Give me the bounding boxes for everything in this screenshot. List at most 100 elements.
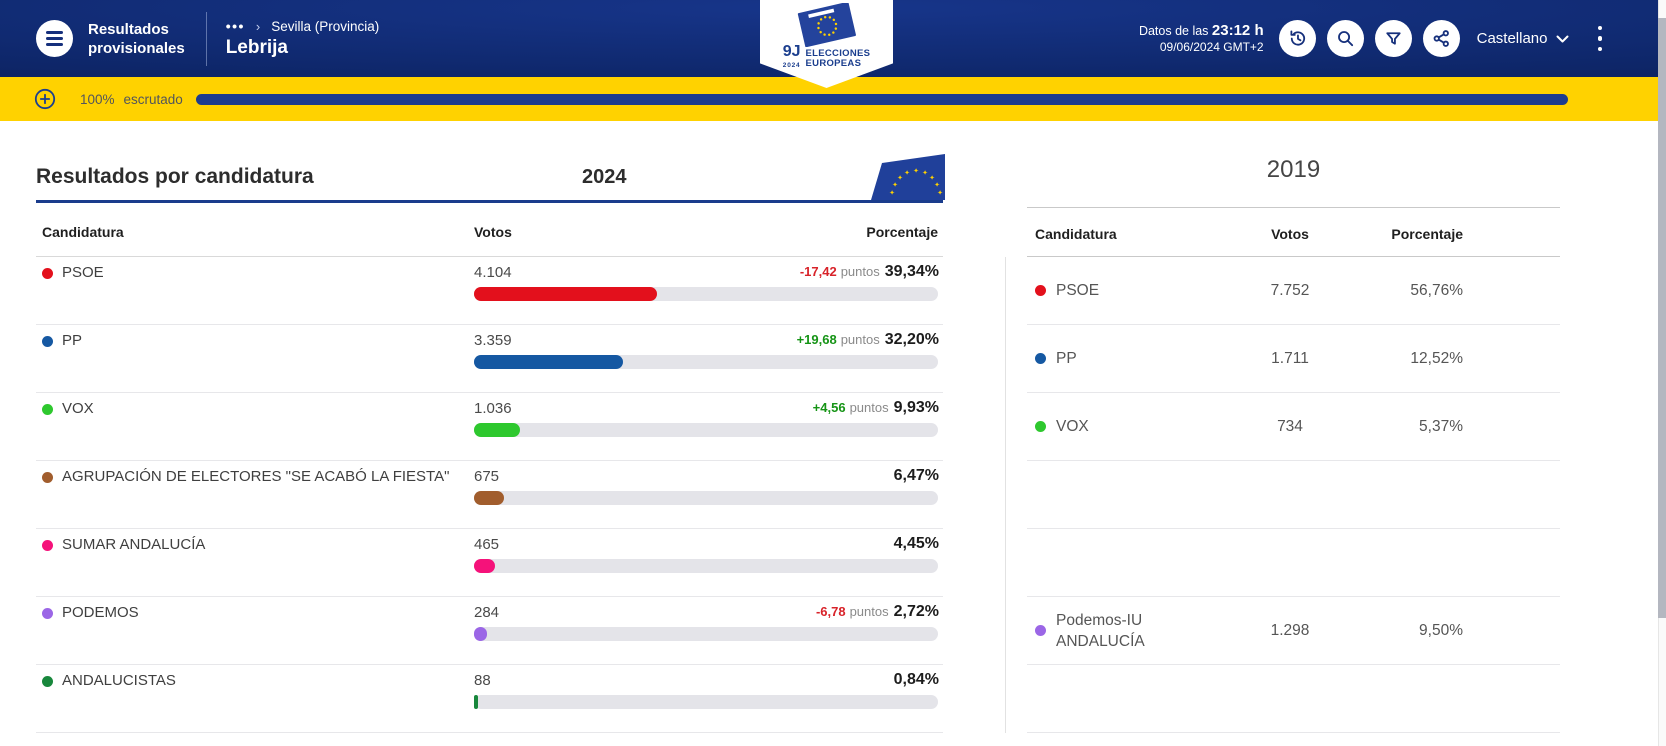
search-icon bbox=[1337, 31, 1353, 47]
delta-points: -6,78 bbox=[815, 604, 846, 619]
party-name: VOX bbox=[62, 400, 94, 417]
percentage-value: 39,34% bbox=[884, 263, 939, 280]
votes-value: 1.711 bbox=[1271, 349, 1309, 367]
vote-share-bar-fill bbox=[474, 627, 487, 641]
votes-value: 284 bbox=[474, 604, 500, 621]
svg-text:✦: ✦ bbox=[904, 169, 910, 177]
puntos-label: puntos bbox=[849, 604, 889, 619]
svg-text:✦: ✦ bbox=[892, 181, 898, 189]
hamburger-menu-button[interactable] bbox=[36, 20, 73, 57]
vote-share-bar bbox=[474, 287, 938, 301]
percentage-value: 6,47% bbox=[893, 467, 939, 484]
share-button[interactable] bbox=[1422, 20, 1460, 57]
votes-value: 88 bbox=[474, 672, 491, 689]
party-color-dot bbox=[42, 540, 53, 551]
page-scrollbar[interactable] bbox=[1658, 0, 1666, 746]
vote-share-bar-fill bbox=[474, 491, 505, 505]
party-name: PP bbox=[1056, 350, 1077, 367]
share-icon bbox=[1433, 30, 1449, 47]
result-row-2024: AGRUPACIÓN DE ELECTORES "SE ACABÓ LA FIE… bbox=[36, 461, 943, 529]
party-name: ANDALUCISTAS bbox=[62, 672, 176, 689]
breadcrumb-more-button[interactable]: ••• bbox=[225, 18, 245, 34]
breadcrumb-parent-link[interactable]: Sevilla (Provincia) bbox=[271, 18, 380, 34]
expand-button[interactable] bbox=[34, 88, 56, 110]
party-color-dot bbox=[42, 268, 53, 279]
party-name: SUMAR ANDALUCÍA bbox=[62, 536, 206, 553]
escrutado-label: escrutado bbox=[123, 91, 183, 107]
vote-share-bar bbox=[474, 695, 938, 709]
percentage-group: +19,68 puntos 32,20% bbox=[797, 331, 939, 349]
escrutado-percent: 100% bbox=[80, 91, 115, 107]
party-color-dot bbox=[42, 404, 53, 415]
vote-share-bar-fill bbox=[474, 287, 657, 301]
puntos-label: puntos bbox=[840, 332, 880, 347]
votes-value: 465 bbox=[474, 536, 500, 553]
puntos-label: puntos bbox=[840, 264, 880, 279]
party-name: PP bbox=[62, 332, 83, 349]
header-right-group: Datos de las 23:12 h 09/06/2024 GMT+2 bbox=[1139, 0, 1606, 77]
percentage-value: 0,84% bbox=[893, 671, 939, 688]
percentage-value: 4,45% bbox=[893, 535, 939, 552]
vote-share-bar bbox=[474, 355, 938, 369]
svg-text:✦: ✦ bbox=[937, 189, 943, 197]
vote-share-bar bbox=[474, 559, 938, 573]
percentage-value: 32,20% bbox=[884, 331, 939, 348]
table-2024-rows: PSOE 4.104 -17,42 puntos 39,34% PP 3.359… bbox=[36, 257, 943, 733]
search-button[interactable] bbox=[1326, 20, 1364, 57]
votes-value: 4.104 bbox=[474, 264, 512, 281]
scrollbar-thumb[interactable] bbox=[1658, 18, 1666, 618]
filter-icon bbox=[1385, 32, 1401, 45]
column-header-party: Candidatura bbox=[42, 224, 124, 240]
plus-icon bbox=[34, 88, 56, 110]
party-name: PSOE bbox=[1056, 282, 1100, 299]
votes-value: 1.036 bbox=[474, 400, 512, 417]
party-name: PSOE bbox=[62, 264, 104, 281]
data-time: 23:12 h bbox=[1211, 21, 1264, 39]
column-header-pct: Porcentaje bbox=[1391, 226, 1463, 242]
votes-value: 3.359 bbox=[474, 332, 512, 349]
header-divider bbox=[205, 11, 207, 66]
party-name: AGRUPACIÓN DE ELECTORES "SE ACABÓ LA FIE… bbox=[62, 468, 450, 485]
column-header-party: Candidatura bbox=[1035, 226, 1117, 242]
result-row-2019: PSOE 7.752 56,76% bbox=[1027, 257, 1560, 325]
result-row-2024: PP 3.359 +19,68 puntos 32,20% bbox=[36, 325, 943, 393]
svg-text:✦: ✦ bbox=[913, 167, 919, 175]
section-title: Resultados por candidatura bbox=[36, 165, 314, 188]
vote-share-bar-fill bbox=[474, 423, 521, 437]
results-2019-title-row: 2019 bbox=[1027, 140, 1560, 208]
votes-value: 675 bbox=[474, 468, 500, 485]
delta-points: +19,68 bbox=[796, 332, 837, 347]
language-selector[interactable]: Castellano bbox=[1477, 30, 1569, 47]
breadcrumb: ••• › Sevilla (Provincia) Lebrija bbox=[226, 18, 380, 59]
kebab-icon bbox=[1597, 25, 1602, 31]
percentage-value: 2,72% bbox=[893, 603, 939, 620]
history-icon bbox=[1290, 30, 1305, 46]
column-header-pct: Porcentaje bbox=[866, 224, 938, 240]
app-title: Resultados provisionales bbox=[88, 20, 185, 57]
result-row-2019: PP 1.711 12,52% bbox=[1027, 325, 1560, 393]
vote-share-bar-fill bbox=[474, 559, 495, 573]
party-color-dot bbox=[1035, 353, 1046, 364]
percentage-group: 0,84% bbox=[893, 671, 939, 689]
percentage-group: -17,42 puntos 39,34% bbox=[800, 263, 939, 281]
result-row-2024: PODEMOS 284 -6,78 puntos 2,72% bbox=[36, 597, 943, 665]
percentage-group: 6,47% bbox=[893, 467, 939, 485]
vote-share-bar bbox=[474, 627, 938, 641]
more-options-button[interactable] bbox=[1594, 22, 1607, 56]
votes-value: 7.752 bbox=[1270, 281, 1310, 299]
data-timestamp: Datos de las 23:12 h 09/06/2024 GMT+2 bbox=[1138, 21, 1264, 54]
percentage-value: 9,93% bbox=[893, 399, 939, 416]
history-button[interactable] bbox=[1278, 20, 1316, 57]
escrutado-progress-track bbox=[195, 93, 1568, 105]
hamburger-icon bbox=[46, 31, 63, 34]
results-2024-title-row: Resultados por candidatura 2024 ✦ ✦ ✦ ✦ ✦ ✦ … bbox=[36, 154, 945, 203]
eu-flag-decoration: ✦✦ ✦ ✦✦✦ ✦✦✦ bbox=[871, 154, 945, 200]
column-header-votes: Votos bbox=[474, 224, 512, 240]
party-color-dot bbox=[42, 336, 53, 347]
party-name: PODEMOS bbox=[62, 604, 139, 621]
percentage-group: 4,45% bbox=[893, 535, 939, 553]
year-2024-label: 2024 bbox=[582, 166, 627, 188]
filter-button[interactable] bbox=[1374, 20, 1412, 57]
svg-text:✦: ✦ bbox=[934, 181, 940, 189]
